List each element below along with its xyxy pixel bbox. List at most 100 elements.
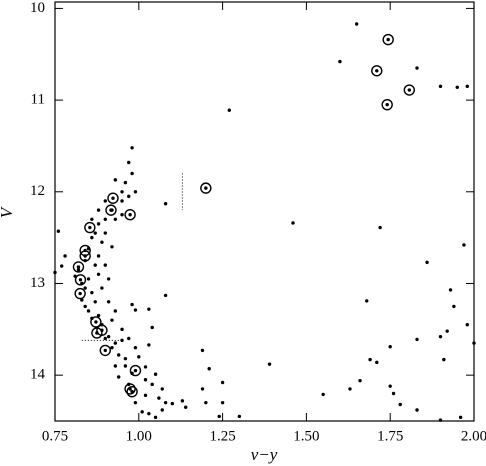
data-point <box>120 199 124 203</box>
data-point <box>368 357 372 362</box>
data-point <box>120 190 124 194</box>
data-point <box>348 387 352 391</box>
y-tick-label: 14 <box>30 367 46 383</box>
data-point <box>415 66 419 70</box>
point-ring <box>99 344 111 357</box>
data-point <box>163 400 168 405</box>
data-point <box>217 414 221 419</box>
data-point <box>83 304 87 309</box>
data-point <box>56 229 61 233</box>
y-tick-label: 13 <box>30 275 45 291</box>
data-point <box>94 320 98 324</box>
data-point <box>93 231 97 235</box>
data-point <box>237 414 242 419</box>
data-point <box>153 372 158 376</box>
data-point <box>110 245 114 249</box>
data-point <box>100 286 104 290</box>
data-point <box>163 293 168 298</box>
x-tick-label: 2.00 <box>461 428 486 444</box>
data-point <box>391 391 396 396</box>
data-point <box>76 265 81 269</box>
data-point <box>110 318 114 322</box>
data-point <box>143 393 148 398</box>
data-point <box>160 408 164 412</box>
data-point <box>83 254 87 258</box>
x-tick-label: 1.75 <box>377 428 403 444</box>
x-tick-label: 1.25 <box>209 428 235 444</box>
data-point <box>96 222 101 226</box>
data-point <box>291 221 295 225</box>
data-point <box>378 225 382 230</box>
data-point <box>116 375 121 379</box>
data-point <box>137 355 141 359</box>
data-point <box>163 202 168 206</box>
point-ring <box>90 316 102 328</box>
data-point <box>458 415 463 420</box>
data-point <box>103 336 107 341</box>
data-point <box>96 208 101 212</box>
data-point <box>204 186 208 190</box>
data-point <box>204 400 208 405</box>
data-point <box>106 300 111 304</box>
data-point <box>128 213 132 217</box>
data-point <box>120 338 124 343</box>
x-tick-label: 0.75 <box>42 428 68 444</box>
point-ring <box>124 383 136 395</box>
data-point <box>220 380 225 385</box>
point-ring <box>91 327 103 339</box>
data-point <box>375 360 379 365</box>
data-point <box>60 264 64 268</box>
plot-frame <box>54 1 475 422</box>
data-point <box>321 392 325 397</box>
data-point <box>90 290 94 295</box>
data-point <box>415 408 419 412</box>
data-point <box>407 88 412 92</box>
data-point <box>147 307 151 311</box>
data-point <box>106 334 111 339</box>
data-point <box>93 300 97 304</box>
data-point <box>130 146 134 150</box>
data-point <box>438 84 443 89</box>
data-point <box>113 178 118 182</box>
data-point <box>96 272 101 277</box>
data-point <box>86 277 91 281</box>
data-point <box>113 364 118 368</box>
data-point <box>150 382 154 387</box>
data-point <box>78 291 82 296</box>
data-point <box>465 323 469 327</box>
point-ring <box>382 33 394 46</box>
data-point <box>438 418 443 422</box>
data-point <box>78 278 83 282</box>
data-point <box>133 308 138 312</box>
data-point <box>127 194 131 199</box>
data-point <box>147 411 151 416</box>
data-point <box>143 365 148 369</box>
data-point <box>103 199 107 203</box>
data-point <box>96 254 101 258</box>
data-point <box>133 345 138 350</box>
data-point <box>462 243 466 247</box>
data-point <box>365 299 369 303</box>
data-point <box>116 353 121 357</box>
data-point <box>207 367 211 371</box>
point-ring <box>72 261 85 273</box>
data-point <box>106 277 111 281</box>
x-axis-label: v−y <box>251 445 278 464</box>
data-point <box>95 331 99 335</box>
data-point <box>220 400 225 405</box>
data-point <box>130 302 134 307</box>
point-ring <box>371 65 383 77</box>
data-point <box>465 84 469 89</box>
point-ring <box>403 84 416 96</box>
x-tick-label: 1.00 <box>126 428 152 444</box>
data-point <box>267 362 272 366</box>
data-point <box>445 329 449 333</box>
data-point <box>157 396 161 400</box>
point-ring <box>74 274 87 286</box>
data-point <box>110 345 114 350</box>
point-ring <box>74 287 86 300</box>
data-point <box>133 368 138 373</box>
data-point <box>425 260 429 265</box>
y-tick-label: 11 <box>31 92 45 108</box>
data-point <box>150 325 154 330</box>
